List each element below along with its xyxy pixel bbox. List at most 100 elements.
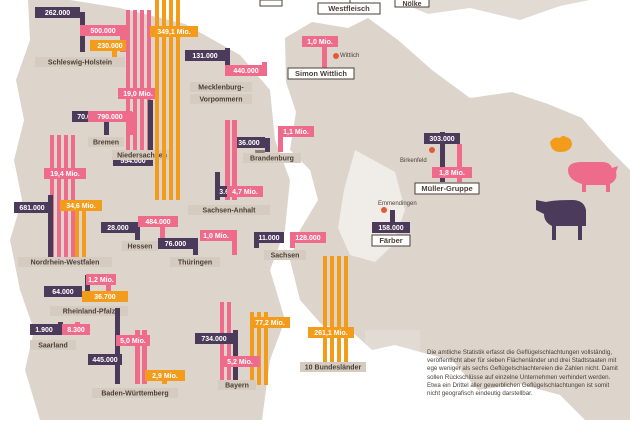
nordrhein-westfalen-poultry-value-box xyxy=(60,200,102,211)
state-label-th-ringen-box xyxy=(170,257,220,267)
state-label-10-bundesl-nder-text: 10 Bundesländer xyxy=(305,365,362,372)
th-ringen-cattle-value-text: 76.000 xyxy=(165,241,187,248)
state-label-th-ringen-text: Thüringen xyxy=(178,260,212,267)
bremen-pig-value: 790.000 xyxy=(88,111,132,122)
bayern-pig-value: 5,2 Mio. xyxy=(220,356,260,367)
company-simon-wittlich-frame xyxy=(287,67,355,80)
m-ller-gruppe-pig-value: 1,8 Mio. xyxy=(432,167,472,178)
thueringen-pig-bar xyxy=(232,230,237,255)
m-ller-gruppe-pig-value-box xyxy=(432,167,472,178)
emmendingen-place-label: Emmendingen xyxy=(378,201,417,207)
state-label-sachsen-anhalt-box xyxy=(188,205,270,215)
state-label-10-bundesl-nder-box xyxy=(300,362,366,372)
chicken-icon xyxy=(550,135,572,152)
state-label-brandenburg-box xyxy=(243,153,301,163)
thueringen-cattle-bar xyxy=(193,238,198,255)
th-ringen-cattle-value: 76.000 xyxy=(158,238,193,249)
rheinland-pfalz-pig-value-box xyxy=(86,274,116,285)
bayern-poultry-value: 77,2 Mio. xyxy=(250,317,290,328)
state-label-baden-w-rttemberg: Baden-Württemberg xyxy=(92,388,178,398)
simon-wittlich-pig-value-box xyxy=(302,36,338,47)
bw-pig-bar-2 xyxy=(142,330,147,384)
saarland-cattle-value-box xyxy=(30,324,58,335)
schleswig-holstein-pig-value-box xyxy=(80,25,126,36)
simon-wittlich-pig-value-text: 1,0 Mio. xyxy=(307,39,333,46)
mecklenburg-vorpommern-pig-value: 440.000 xyxy=(225,65,267,76)
brandenburg-pig-value-text: 1,1 Mio. xyxy=(283,129,309,136)
map-right-region xyxy=(285,18,630,420)
company-faerber-frame xyxy=(371,234,411,247)
company-top-left-stub xyxy=(259,0,283,7)
mueller-gruppe-cattle-bar xyxy=(440,132,445,182)
saarland-pig-value-text: 8.300 xyxy=(67,327,85,334)
state-label-niedersachsen: Niedersachsen xyxy=(112,150,172,160)
brandenburg-cattle-value: 36.000 xyxy=(233,137,265,148)
bremen-cattle-bar xyxy=(104,112,109,135)
niedersachsen-pig-value: 19,0 Mio. xyxy=(118,88,158,99)
nordrhein-westfalen-pig-value: 19,4 Mio. xyxy=(44,168,86,179)
birkenfeld-pin xyxy=(429,147,435,153)
baden-w-rttemberg-cattle-value: 445.000 xyxy=(88,354,122,365)
state-label-hessen-text: Hessen xyxy=(128,244,153,251)
wittlich-pin xyxy=(333,53,339,59)
state-label-schleswig-holstein: Schleswig-Holstein xyxy=(35,57,125,67)
m-ller-gruppe-cattle-value-box xyxy=(424,133,460,144)
bayern-cattle-value-text: 734.000 xyxy=(201,336,226,343)
pig-icon xyxy=(568,162,618,192)
state-label-bayern-box xyxy=(218,380,256,390)
sachsen-pig-value: 128.000 xyxy=(290,232,326,243)
company-simon-wittlich-text: Simon Wittlich xyxy=(295,69,347,78)
bremen-pig-bar xyxy=(130,112,135,135)
bayern-poultry-value-box xyxy=(250,317,290,328)
company-mueller-gruppe-text: Müller-Gruppe xyxy=(421,184,472,193)
niedersachsen-pig-value-box xyxy=(118,88,158,99)
nordrhein-westfalen-cattle-value-box xyxy=(14,202,50,213)
mv-poultry-bar-2 xyxy=(169,0,173,200)
schleswig-holstein-cattle-value-text: 262.000 xyxy=(45,10,70,17)
mecklenburg-vorpommern-cattle-value-box xyxy=(185,50,225,61)
sachsen-anhalt-pig-bar xyxy=(225,120,230,200)
brandenburg-pig-value: 1,1 Mio. xyxy=(278,126,314,137)
10-bundesl-nder-poultry-value-text: 261,1 Mio. xyxy=(314,330,348,337)
niedersachsen-cattle-value-box xyxy=(113,155,153,166)
hessen-cattle-value-box xyxy=(101,222,135,233)
m-ller-gruppe-cattle-value-text: 303.000 xyxy=(429,136,454,143)
schleswig-holstein-cattle-value: 262.000 xyxy=(35,7,80,18)
state-label-bremen-text: Bremen xyxy=(93,140,119,147)
niedersachsen-cattle-bar xyxy=(148,100,153,160)
mv-poultry-bar-1 xyxy=(162,0,166,200)
hessen-pig-bar xyxy=(160,220,165,240)
saarland-cattle-value-text: 1.900 xyxy=(35,327,53,334)
company-noelke-box xyxy=(395,0,429,7)
state-label-brandenburg-text: Brandenburg xyxy=(250,156,294,163)
nrw-poultry-bar-1 xyxy=(82,205,86,260)
nordrhein-westfalen-cattle-value-text: 681.000 xyxy=(19,205,44,212)
schleswig-holstein-poultry-value-text: 230.000 xyxy=(97,43,122,50)
sachsen-anhalt-pig-value-text: 4,7 Mio. xyxy=(232,189,258,196)
state-label-bremen: Bremen xyxy=(88,137,124,147)
state-label-schleswig-holstein-text: Schleswig-Holstein xyxy=(48,60,112,67)
rlp-cattle-bar xyxy=(85,275,90,302)
f-rber-cattle-value-box xyxy=(372,222,410,233)
sachsen-cattle-value-text: 11.000 xyxy=(258,235,279,242)
bremen-pig-value-box xyxy=(88,111,132,122)
mecklenburg-vorpommern-cattle-value-text: 131.000 xyxy=(192,53,217,60)
bw-pig-bar xyxy=(135,330,140,384)
hessen-pig-value: 484.000 xyxy=(138,216,178,227)
baden-w-rttemberg-poultry-value-box xyxy=(145,370,185,381)
hessen-cattle-value: 28.000 xyxy=(101,222,135,233)
bayern-pig-value-text: 5,2 Mio. xyxy=(227,359,253,366)
state-label-nordrhein-westfalen: Nordrhein-Westfalen xyxy=(18,257,112,267)
nordrhein-westfalen-pig-value-box xyxy=(44,168,86,179)
th-ringen-pig-value-text: 1,0 Mio. xyxy=(203,233,229,240)
hessen-cattle-value-text: 28.000 xyxy=(107,225,129,232)
state-label-bremen-box xyxy=(88,137,124,147)
saarland-pig-value: 8.300 xyxy=(62,324,90,335)
schleswig-holstein-poultry-value-box xyxy=(90,40,130,51)
niedersachsen-pig-bar-0 xyxy=(126,10,130,155)
state-label-sachsen-box xyxy=(264,250,306,260)
rheinland-pfalz-pig-value-text: 1,2 Mio. xyxy=(88,277,114,284)
hessen-cattle-bar xyxy=(135,222,140,240)
schleswig-holstein-poultry-value: 230.000 xyxy=(90,40,130,51)
sachsen-pig-value-text: 128.000 xyxy=(295,235,320,242)
